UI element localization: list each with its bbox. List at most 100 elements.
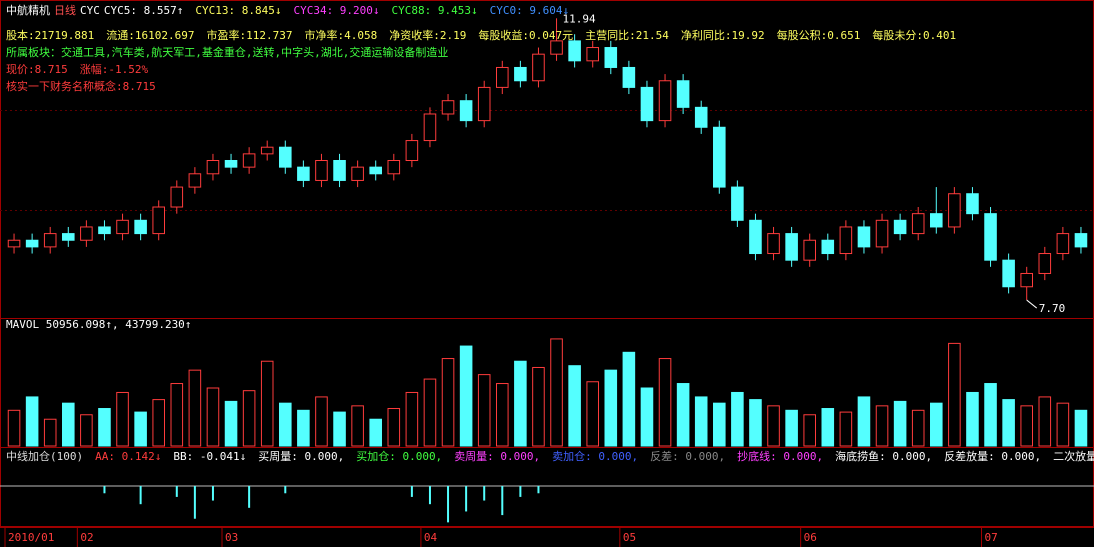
info-item: 净资收率:2.19 [389, 29, 467, 42]
candle-body [586, 47, 599, 62]
sector: 所属板块：交通工具,汽车类,航天军工,基金重仓,送转,中字头,湖北,交通运输设备… [6, 46, 449, 59]
volume-bar [911, 409, 925, 447]
info-item: 每股公积:0.651 [776, 29, 861, 42]
volume-bar [568, 365, 581, 447]
candle-body [694, 106, 708, 128]
indicator-bar [284, 486, 287, 494]
indicator-item: 卖加仓: 0.000, [552, 450, 639, 463]
indicator-item: 反差放量: 0.000, [944, 450, 1042, 463]
volume-bar [857, 396, 871, 447]
low-label: 7.70 [1039, 302, 1066, 315]
volume-bar [405, 391, 419, 447]
volume-bar [152, 399, 165, 447]
x-tick-label: 03 [225, 531, 238, 544]
volume-bar [441, 358, 455, 447]
candle-body [604, 47, 618, 68]
candle-body [387, 160, 401, 175]
candle-body [477, 86, 491, 122]
volume-bar [134, 411, 147, 447]
volume-bar [188, 369, 202, 447]
volume-bar [622, 351, 636, 447]
candle-body [260, 146, 274, 155]
volume-bar [1002, 399, 1015, 447]
candle-body [1020, 272, 1033, 288]
candle-body [25, 239, 39, 248]
cyc0: CYC0: 9.604↓ [489, 4, 570, 17]
volume-bar [297, 409, 310, 447]
candle-body [43, 233, 57, 248]
indicator-bar [519, 486, 522, 497]
info-item: 每股未分:0.401 [872, 29, 957, 42]
candle-body [532, 53, 545, 82]
candle-body [134, 219, 147, 235]
volume-bar [1074, 409, 1088, 447]
volume-bar [80, 414, 93, 447]
candle-body [984, 213, 997, 261]
candle-body [550, 40, 563, 55]
candle-body [170, 186, 184, 208]
indicator-bar [211, 486, 214, 501]
candle-body [514, 66, 527, 82]
indicator-bar [537, 486, 540, 494]
volume-bar [242, 390, 256, 447]
candle-body [749, 219, 762, 255]
candle-body [803, 239, 816, 261]
volume-bar [532, 366, 545, 447]
volume-bar [839, 411, 853, 447]
x-tick-label: 04 [424, 531, 438, 544]
price-row: 现价:8.715 涨幅:-1.52% [6, 61, 160, 77]
indicator-bar [428, 486, 431, 505]
candle-body [496, 66, 509, 88]
indicator-bar [193, 486, 196, 519]
indicator-item: 反差: 0.000, [650, 450, 726, 463]
x-tick-label: 05 [623, 531, 636, 544]
volume-bar [1056, 402, 1070, 447]
indicator-row: 中线加仓(100) AA: 0.142↓ BB: -0.041↓ 买周量: 0.000… [6, 448, 1094, 464]
x-tick-label: 07 [985, 531, 998, 544]
indicator-bar [483, 486, 486, 501]
volume-bar [785, 409, 798, 447]
candle-body [857, 226, 871, 248]
mavol-label: MAVOL 50956.098↑, 43799.230↑ [6, 318, 192, 331]
candle-body [351, 166, 364, 181]
x-tick-label: 02 [80, 531, 93, 544]
candle-body [279, 146, 292, 168]
cyc88: CYC88: 9.453↓ [391, 4, 478, 17]
candle-body [405, 140, 419, 161]
candle-body [80, 226, 93, 241]
cyc5: CYC5: 8.557↑ [103, 4, 184, 17]
candle-body [622, 66, 636, 88]
candle-body [369, 166, 382, 175]
volume-bar [423, 378, 437, 447]
indicator-bar [447, 486, 450, 523]
candle-body [875, 219, 889, 248]
volume-bar [279, 402, 292, 447]
volume-bar [713, 402, 726, 447]
volume-bar [369, 418, 382, 447]
title-row: 中航精机 日线 CYC CYC5: 8.557↑ CYC13: 8.845↓ CYC34:… [6, 2, 581, 18]
candle-body [188, 173, 202, 188]
indicator-item: 二次放量: 0.000 [1053, 450, 1094, 463]
candle-body [568, 40, 581, 62]
indicator-item: 海底捞鱼: 0.000, [835, 450, 933, 463]
volume-bar [550, 338, 563, 447]
x-tick-label: 06 [804, 531, 817, 544]
info-item: 流通:16102.697 [106, 29, 195, 42]
candle-body [224, 160, 238, 168]
candle-body [930, 213, 943, 228]
candle-body [315, 160, 328, 181]
volume-bar [803, 414, 816, 447]
volume-bar [351, 405, 364, 447]
candle-body [98, 226, 111, 235]
indicator-bar [139, 486, 142, 505]
volume-bar [224, 400, 238, 447]
candle-body [1002, 259, 1015, 288]
x-tick-label: 2010/01 [8, 531, 54, 544]
volume-bar [640, 387, 654, 447]
candle-body [966, 193, 979, 215]
candle-body [297, 166, 310, 181]
candle-body [242, 153, 256, 168]
candle-body [785, 233, 798, 261]
volume-bar [206, 387, 220, 447]
